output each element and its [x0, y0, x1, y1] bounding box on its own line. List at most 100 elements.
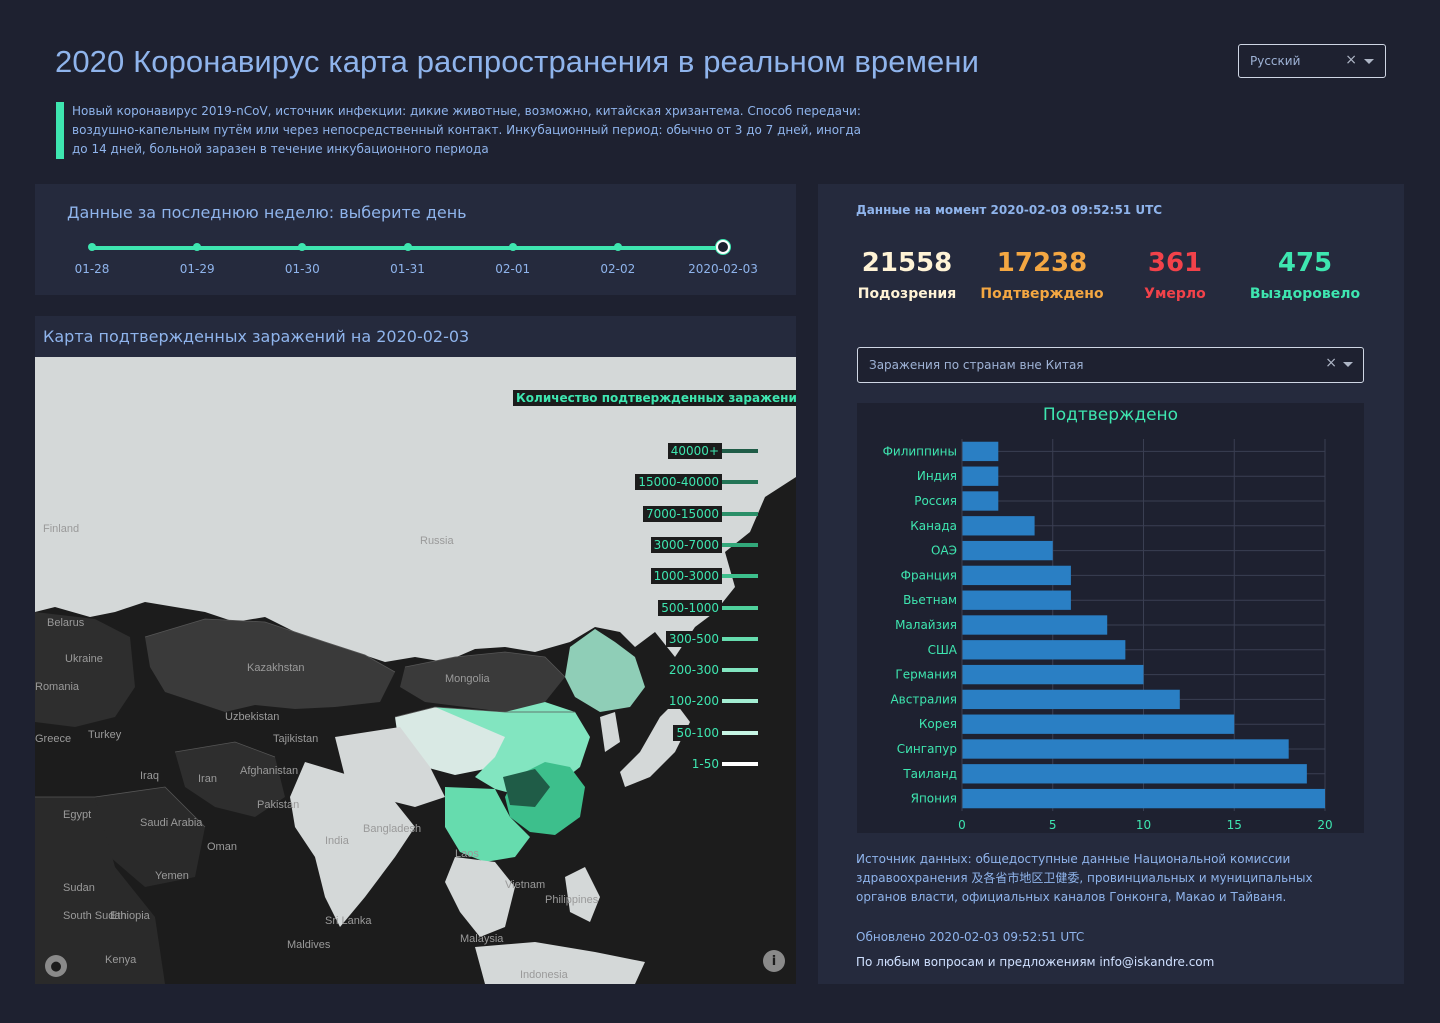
day-slider-dot[interactable] [403, 243, 412, 251]
map-country-label: Ukraine [65, 653, 103, 665]
map-country-label: Afghanistan [240, 765, 299, 777]
chart-x-tick-label: 5 [1049, 818, 1057, 832]
map-legend-item[interactable]: 50-100 [673, 723, 758, 743]
map-legend-item[interactable]: 15000-40000 [635, 472, 758, 492]
map-panel: Карта подтвержденных заражений на 2020-0… [35, 316, 796, 984]
chevron-down-icon[interactable] [1364, 59, 1374, 64]
map-legend-label: 1000-3000 [650, 568, 722, 585]
chart-bar[interactable] [962, 590, 1071, 610]
day-slider-label[interactable]: 01-30 [284, 262, 320, 276]
country-saudi [95, 787, 205, 887]
country-select[interactable]: Заражения по странам вне Китая × [857, 347, 1364, 383]
map-legend-label: 1-50 [688, 756, 722, 772]
map-legend-swatch [722, 668, 758, 673]
info-icon[interactable]: i [763, 950, 785, 972]
day-slider-dot[interactable] [193, 243, 202, 251]
language-clear-icon[interactable]: × [1345, 52, 1357, 68]
chart-bar[interactable] [962, 689, 1180, 710]
day-slider-label[interactable]: 01-29 [179, 262, 215, 276]
chart-bar[interactable] [962, 615, 1108, 635]
map-legend-swatch [722, 605, 758, 610]
map-legend-label: 100-200 [665, 693, 722, 710]
day-slider-handle[interactable] [716, 240, 730, 254]
stat-card: 17238 Подтверждено [972, 248, 1112, 302]
day-slider-dot[interactable] [613, 243, 622, 251]
map-legend-item[interactable]: 300-500 [665, 629, 758, 649]
day-slider-dot[interactable] [508, 243, 517, 251]
map-legend-item[interactable]: 3000-7000 [650, 535, 758, 555]
chart-bar[interactable] [962, 664, 1144, 685]
day-slider-label[interactable]: 01-28 [74, 262, 110, 276]
day-slider-label[interactable]: 2020-02-03 [688, 262, 758, 276]
chart-category-label: Германия [895, 668, 957, 682]
map-country-label: India [325, 835, 349, 847]
country-mongolia [400, 652, 565, 712]
data-source: Источник данных: общедоступные данные На… [856, 852, 1313, 904]
map-country-label: Sudan [63, 882, 95, 894]
map-country-label: Iraq [140, 770, 159, 782]
map-country-label: Romania [35, 681, 80, 693]
map-country-label: South Sudan [63, 910, 127, 922]
map-country-label: Sri Lanka [325, 915, 372, 927]
map-country-label: Mongolia [445, 673, 490, 685]
map-geography[interactable] [35, 357, 796, 984]
map-country-label: Greece [35, 733, 72, 745]
map-legend-title: Количество подтвержденных заражений [513, 390, 796, 406]
day-slider-label[interactable]: 01-31 [390, 262, 425, 276]
region-hubei [503, 769, 550, 807]
stat-value: 361 [1147, 248, 1203, 278]
map-country-label: Turkey [88, 729, 122, 741]
stat-label: Умерло [1144, 286, 1206, 302]
chart-bar[interactable] [962, 739, 1289, 759]
chart-bar[interactable] [962, 565, 1071, 586]
map-country-label: Malaysia [460, 933, 504, 945]
mapbox-logo-icon[interactable]: ● [45, 955, 67, 977]
chart-x-tick-label: 10 [1136, 818, 1151, 832]
map-legend-item[interactable]: 7000-15000 [642, 504, 758, 524]
data-timestamp: Данные на момент 2020-02-03 09:52:51 UTC [856, 203, 1163, 217]
stat-value: 21558 [861, 248, 953, 278]
day-slider-dot[interactable] [298, 243, 307, 251]
chart-bar[interactable] [962, 540, 1053, 561]
chart-category-label: Сингапур [897, 742, 957, 756]
map-country-label: Pakistan [257, 799, 300, 811]
country-clear-icon[interactable]: × [1325, 355, 1337, 371]
stat-card: 21558 Подозрения [837, 248, 977, 302]
map-legend-item[interactable]: 200-300 [665, 660, 758, 680]
language-select[interactable]: Русский × [1238, 44, 1386, 78]
country-philippines [565, 867, 600, 922]
chart-bar[interactable] [962, 640, 1126, 660]
chart-bar[interactable] [962, 714, 1235, 734]
map-legend-item[interactable]: 100-200 [665, 691, 758, 711]
chart-category-label: Вьетнам [903, 593, 957, 607]
country-iran [175, 742, 285, 817]
map-legend-item[interactable]: 500-1000 [658, 598, 758, 618]
chart-category-label: Австралия [890, 692, 957, 706]
confirmed-bar-chart[interactable]: Подтверждено 0 5 10 15 20 Япония Таиланд Сингап… [857, 403, 1364, 833]
map-country-label: Uzbekistan [225, 711, 280, 723]
map-country-label: Belarus [47, 617, 85, 629]
map-legend-swatch [722, 699, 758, 704]
day-slider-label[interactable]: 02-01 [495, 262, 531, 276]
country-indochina [445, 857, 515, 937]
chart-bar[interactable] [962, 764, 1307, 784]
map-legend-item[interactable]: 1000-3000 [650, 566, 758, 586]
map-country-label: Tajikistan [273, 733, 319, 745]
chart-bar[interactable] [962, 441, 999, 462]
map-legend-item[interactable]: 1-50 [688, 754, 758, 774]
week-panel: Данные за последнюю неделю: выберите ден… [35, 184, 796, 295]
map[interactable]: Russia Kazakhstan Mongolia Uzbekistan Turkey… [35, 357, 796, 984]
chart-category-label: США [928, 643, 958, 657]
chart-bar[interactable] [962, 491, 999, 511]
chart-category-label: Франция [901, 568, 957, 582]
chevron-down-icon[interactable] [1343, 362, 1353, 367]
day-slider-dot[interactable] [88, 243, 96, 251]
stat-value: 17238 [996, 248, 1088, 278]
day-slider-label[interactable]: 02-02 [600, 262, 636, 276]
chart-bar[interactable] [962, 788, 1325, 809]
map-legend-item[interactable]: 40000+ [667, 441, 758, 461]
map-legend-label: 50-100 [673, 724, 722, 741]
chart-bar[interactable] [962, 516, 1035, 536]
country-russia [35, 357, 796, 662]
chart-bar[interactable] [962, 466, 999, 486]
